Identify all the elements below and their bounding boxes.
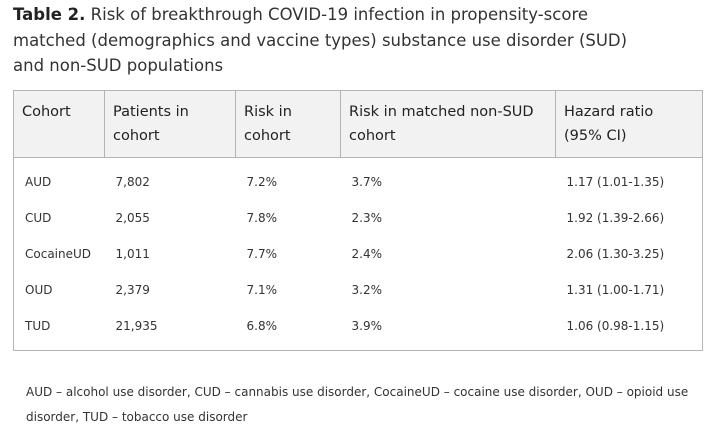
table-row: CocaineUD 1,011 7.7% 2.4% 2.06 (1.30-3.2… [14, 236, 703, 272]
cell-risk: 6.8% [246, 319, 278, 333]
cell-matched-risk: 3.7% [351, 175, 383, 189]
table-footnote: AUD – alcohol use disorder, CUD – cannab… [26, 385, 689, 424]
cell-risk: 7.7% [246, 247, 278, 261]
table-row: TUD 21,935 6.8% 3.9% 1.06 (0.98-1.15) [14, 308, 703, 351]
cell-matched-risk: 2.4% [351, 247, 383, 261]
cell-hazard-ratio: 1.17 (1.01-1.35) [566, 175, 665, 189]
table-row: CUD 2,055 7.8% 2.3% 1.92 (1.39-2.66) [14, 200, 703, 236]
table-header: Cohort Patients in cohort Risk in cohort… [13, 90, 703, 158]
cell-risk: 7.2% [246, 175, 278, 189]
cell-matched-risk: 2.3% [351, 211, 383, 225]
cell-hazard-ratio: 1.92 (1.39-2.66) [566, 211, 665, 225]
cell-patients: 21,935 [115, 319, 158, 333]
cell-cohort: CocaineUD [25, 247, 92, 261]
cell-patients: 1,011 [115, 247, 150, 261]
table-caption-text: Risk of breakthrough COVID-19 infection … [13, 5, 628, 75]
cell-risk: 7.8% [246, 211, 278, 225]
results-table: Cohort Patients in cohort Risk in cohort… [13, 90, 703, 351]
cell-matched-risk: 3.9% [351, 319, 383, 333]
header-cohort: Cohort [13, 90, 105, 158]
cell-cohort: OUD [25, 283, 53, 297]
table-body: AUD 7,802 7.2% 3.7% 1.17 (1.01-1.35) CUD… [14, 158, 703, 351]
table-caption: Table 2. Risk of breakthrough COVID-19 i… [13, 2, 653, 79]
header-risk-in-matched-non-sud-cohort: Risk in matched non-SUD cohort [340, 90, 556, 158]
header-row: Cohort Patients in cohort Risk in cohort… [13, 90, 703, 158]
header-risk-in-cohort: Risk in cohort [235, 90, 341, 158]
cell-patients: 7,802 [115, 175, 150, 189]
cell-cohort: AUD [25, 175, 52, 189]
cell-matched-risk: 3.2% [351, 283, 383, 297]
header-patients-in-cohort: Patients in cohort [104, 90, 236, 158]
cell-hazard-ratio: 1.06 (0.98-1.15) [566, 319, 665, 333]
table-caption-label: Table 2. [13, 5, 86, 24]
table-row: AUD 7,802 7.2% 3.7% 1.17 (1.01-1.35) [14, 158, 703, 201]
cell-cohort: CUD [25, 211, 52, 225]
cell-hazard-ratio: 1.31 (1.00-1.71) [566, 283, 665, 297]
cell-cohort: TUD [25, 319, 51, 333]
cell-hazard-ratio: 2.06 (1.30-3.25) [566, 247, 665, 261]
cell-risk: 7.1% [246, 283, 278, 297]
header-hazard-ratio: Hazard ratio (95% CI) [555, 90, 703, 158]
cell-patients: 2,379 [115, 283, 150, 297]
table-row: OUD 2,379 7.1% 3.2% 1.31 (1.00-1.71) [14, 272, 703, 308]
cell-patients: 2,055 [115, 211, 150, 225]
